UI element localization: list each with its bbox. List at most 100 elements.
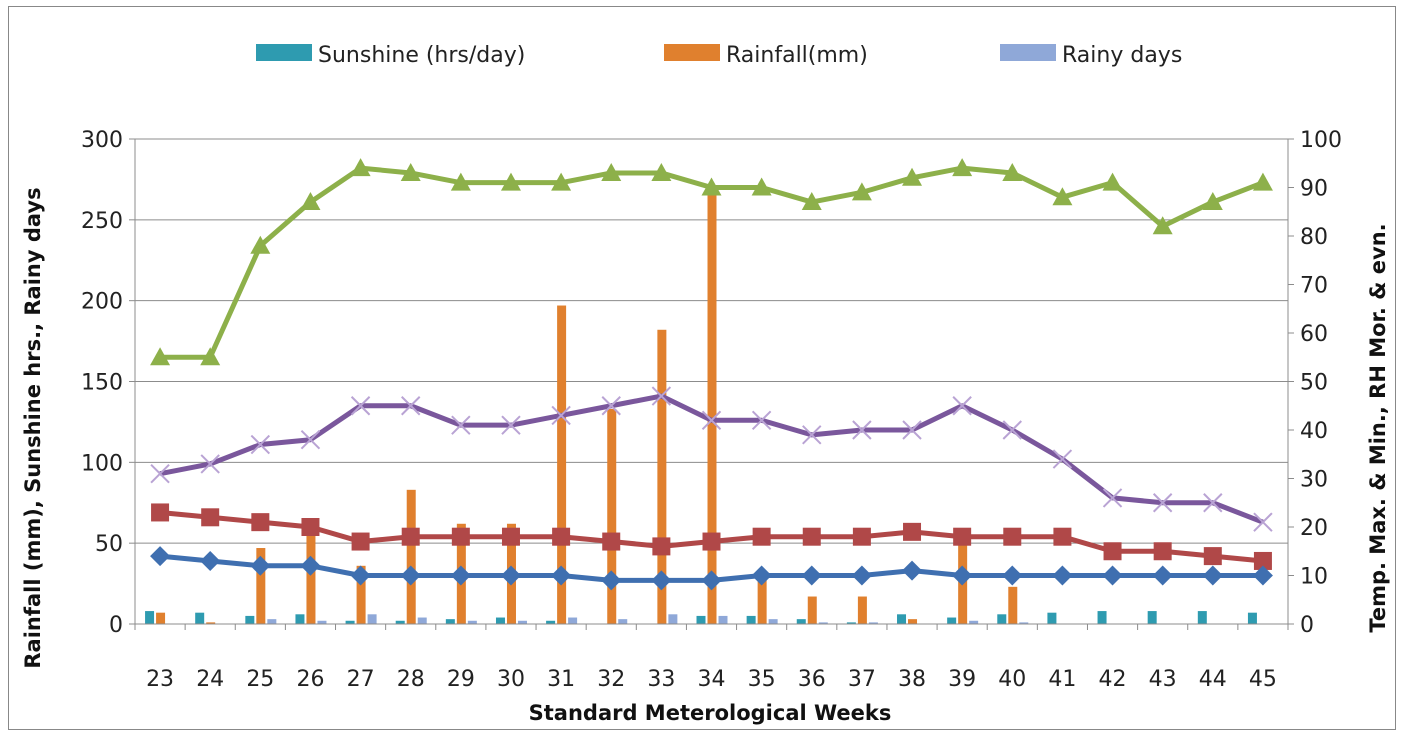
x-tick-label: 35 bbox=[748, 667, 776, 692]
y-left-tick-label: 100 bbox=[81, 451, 123, 476]
x-tick-label: 40 bbox=[998, 667, 1026, 692]
rainfall-bar bbox=[206, 622, 216, 624]
triangle-marker bbox=[400, 162, 421, 181]
sunshine-bar bbox=[245, 615, 255, 624]
x-marker bbox=[501, 415, 521, 435]
rainfall-bar bbox=[406, 489, 416, 624]
legend-label-rainfall: Rainfall(mm) bbox=[726, 43, 868, 68]
x-marker bbox=[651, 386, 672, 406]
x-tick-label: 29 bbox=[447, 667, 475, 692]
x-marker bbox=[401, 396, 421, 416]
y-right-tick-label: 50 bbox=[1300, 371, 1328, 396]
x-tick-label: 39 bbox=[948, 667, 976, 692]
diamond-marker bbox=[250, 555, 271, 576]
diamond-marker bbox=[601, 570, 622, 591]
square-marker bbox=[201, 508, 220, 527]
y-left-tick-label: 250 bbox=[81, 209, 123, 234]
rainy-days-bar bbox=[317, 620, 327, 624]
sunshine-bar bbox=[746, 615, 756, 624]
tick-labels: 0 50 100 150 200 250 300 0 10 20 30 40 50 60 70 80 90 100… bbox=[81, 128, 1342, 692]
triangle-marker bbox=[150, 347, 171, 366]
x-marker bbox=[952, 396, 972, 416]
square-marker bbox=[953, 527, 972, 546]
sunshine-bar bbox=[1047, 612, 1057, 624]
square-marker bbox=[301, 518, 320, 536]
triangle-marker bbox=[701, 177, 722, 196]
y-right-tick-label: 0 bbox=[1300, 613, 1314, 638]
x-marker bbox=[601, 396, 621, 416]
x-tick-label: 44 bbox=[1199, 667, 1227, 692]
x-marker bbox=[150, 463, 170, 484]
triangle-marker bbox=[801, 192, 822, 211]
x-tick-label: 27 bbox=[347, 667, 375, 692]
x-tick-label: 25 bbox=[246, 667, 274, 692]
rainfall-bar bbox=[1008, 586, 1018, 624]
diamond-marker bbox=[801, 565, 822, 586]
triangle-marker bbox=[300, 192, 321, 211]
sunshine-bar bbox=[195, 612, 205, 624]
diamond-marker bbox=[701, 570, 722, 591]
square-marker bbox=[1203, 547, 1222, 566]
rainfall-bar bbox=[757, 575, 767, 624]
square-marker bbox=[552, 527, 571, 546]
x-tick-label: 38 bbox=[898, 667, 926, 692]
rainy-days-bar bbox=[618, 619, 628, 624]
diamond-marker bbox=[400, 565, 421, 586]
x-tick-label: 31 bbox=[547, 667, 575, 692]
lines bbox=[150, 158, 1273, 591]
x-marker bbox=[200, 454, 220, 474]
legend-swatch-sunshine bbox=[256, 44, 312, 61]
legend: Sunshine (hrs/day) Rainfall(mm) Rainy da… bbox=[256, 43, 1182, 68]
rainy-days-bar bbox=[467, 620, 477, 624]
x-tick-label: 26 bbox=[296, 667, 324, 692]
diamond-marker bbox=[350, 565, 371, 586]
legend-label-sunshine: Sunshine (hrs/day) bbox=[318, 43, 525, 68]
square-marker bbox=[752, 527, 771, 546]
rainfall-bar bbox=[256, 548, 266, 624]
triangle-marker bbox=[350, 158, 371, 177]
diamond-marker bbox=[1002, 565, 1023, 586]
rainy-days-bar bbox=[367, 614, 377, 624]
rainy-days-bar bbox=[417, 617, 427, 624]
square-marker bbox=[702, 532, 721, 551]
y-left-tick-label: 50 bbox=[95, 532, 123, 557]
rainy-days-bar bbox=[568, 617, 578, 624]
diamond-marker bbox=[450, 565, 471, 586]
sunshine-bar bbox=[445, 619, 455, 624]
x-tick-label: 24 bbox=[196, 667, 224, 692]
diamond-marker bbox=[300, 555, 321, 576]
x-tick-label: 34 bbox=[698, 667, 726, 692]
triangle-marker bbox=[250, 235, 271, 254]
rainfall-bar bbox=[306, 527, 316, 624]
y-left-tick-label: 150 bbox=[81, 371, 123, 396]
y-axis-left-title: Rainfall (mm), Sunshine hrs., Rainy days bbox=[21, 187, 45, 668]
diamond-marker bbox=[1202, 565, 1223, 586]
sunshine-bar bbox=[395, 620, 405, 624]
y-right-tick-label: 70 bbox=[1300, 274, 1328, 299]
triangle-marker bbox=[200, 347, 221, 366]
rainfall-bar bbox=[557, 305, 567, 624]
y-right-tick-label: 20 bbox=[1300, 516, 1328, 541]
diamond-marker bbox=[500, 565, 521, 586]
sunshine-bar bbox=[1147, 611, 1157, 624]
diamond-marker bbox=[751, 565, 772, 586]
x-marker bbox=[701, 410, 722, 431]
sunshine-bar bbox=[145, 611, 155, 624]
square-marker bbox=[852, 527, 871, 546]
rainy-days-bar bbox=[969, 620, 979, 624]
square-marker bbox=[1003, 527, 1022, 546]
diamond-marker bbox=[651, 570, 672, 591]
x-marker bbox=[551, 405, 571, 426]
x-tick-label: 33 bbox=[647, 667, 675, 692]
axes bbox=[129, 138, 1294, 630]
rainy-days-bar bbox=[818, 622, 828, 624]
x-marker bbox=[1203, 493, 1223, 513]
rainfall-bar bbox=[156, 612, 166, 624]
rainy-days-bar bbox=[718, 615, 728, 624]
y-right-tick-label: 10 bbox=[1300, 565, 1328, 590]
sunshine-bar bbox=[997, 614, 1007, 624]
sunshine-bar bbox=[796, 619, 806, 624]
y-left-tick-label: 300 bbox=[81, 128, 123, 153]
triangle-marker bbox=[952, 158, 973, 177]
